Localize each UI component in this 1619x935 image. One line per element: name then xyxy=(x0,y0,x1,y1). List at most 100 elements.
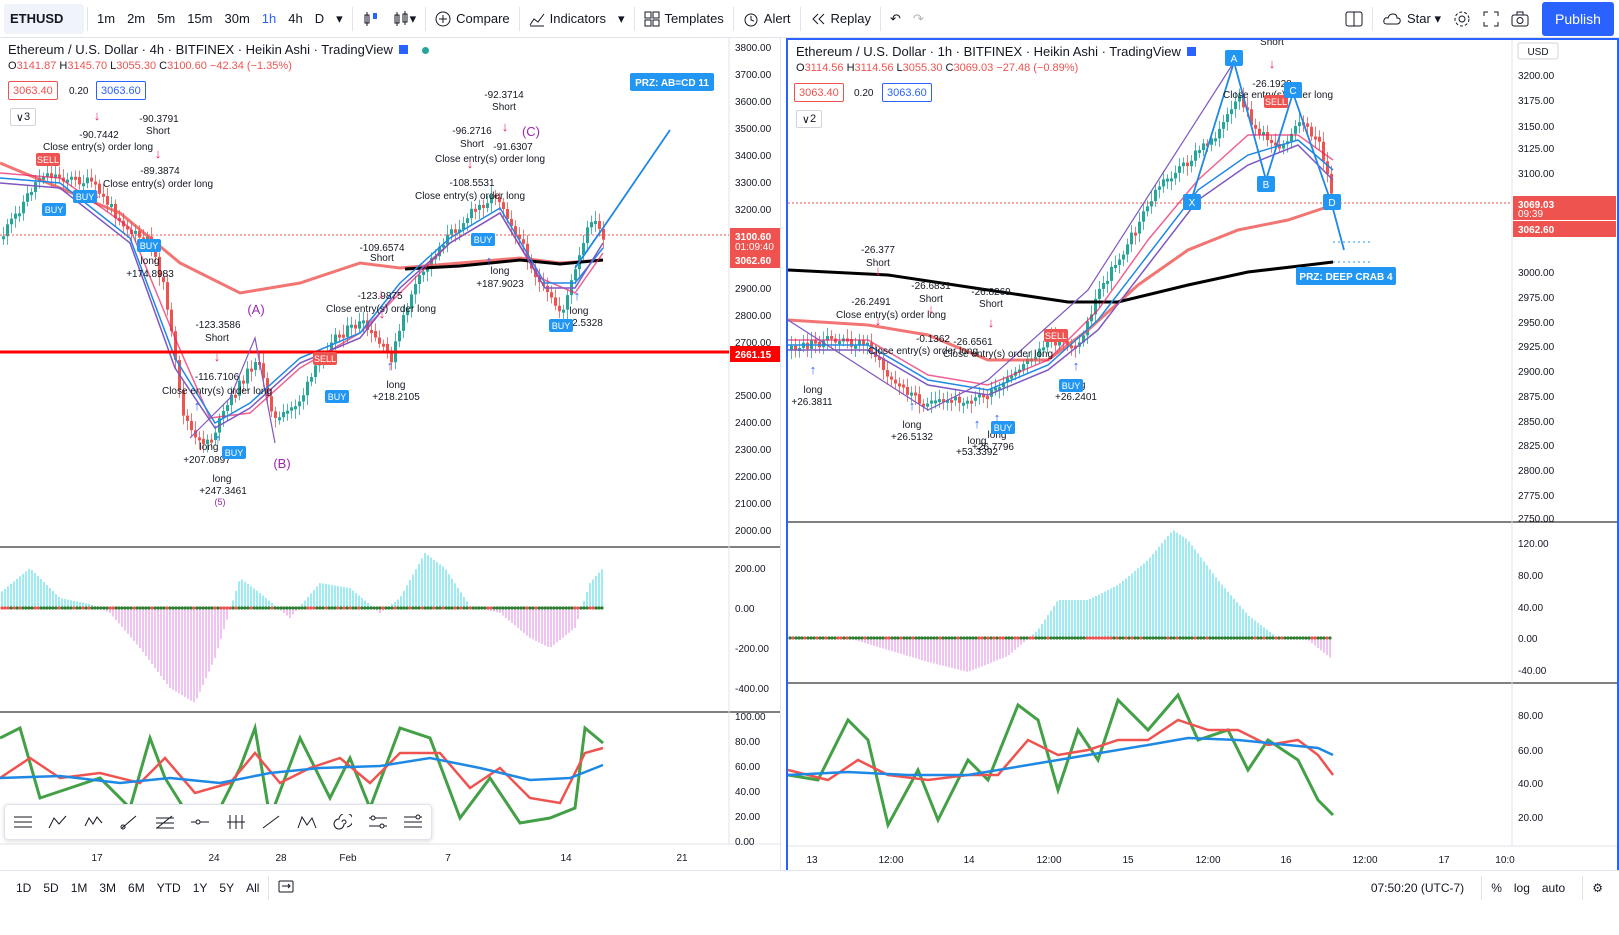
fib-spiral-icon[interactable] xyxy=(329,811,355,833)
sell-price-button[interactable]: 3063.40 xyxy=(8,81,58,100)
percent-scale-toggle[interactable]: % xyxy=(1491,880,1502,895)
zero-dot xyxy=(339,606,343,610)
sell-price-button[interactable]: 3063.40 xyxy=(794,83,844,102)
candle-body xyxy=(1134,232,1137,236)
zero-dot xyxy=(788,636,792,640)
bar-style-icon[interactable] xyxy=(356,4,386,34)
alert-button[interactable]: Alert xyxy=(737,4,797,34)
zero-dot xyxy=(1106,636,1110,640)
price-axis-label: 3500.00 xyxy=(735,124,772,135)
interval-d[interactable]: D xyxy=(314,11,325,26)
gear-icon[interactable] xyxy=(1447,4,1477,34)
publish-button[interactable]: Publish xyxy=(1542,2,1614,36)
candle-body xyxy=(974,397,977,401)
zero-dot xyxy=(806,636,810,640)
camera-icon[interactable] xyxy=(1505,4,1535,34)
interval-30m[interactable]: 30m xyxy=(224,11,250,26)
zero-dot xyxy=(465,606,469,610)
high-value: 3114.56 xyxy=(854,62,894,74)
undo-icon[interactable]: ↶ xyxy=(890,10,901,26)
templates-button[interactable]: Templates xyxy=(638,4,730,34)
interval-1m[interactable]: 1m xyxy=(97,11,116,26)
trade-annotation: Close entry(s) order long xyxy=(415,191,525,202)
candle-body xyxy=(1082,335,1085,343)
zero-dot xyxy=(60,606,64,610)
auto-scale-toggle[interactable]: auto xyxy=(1541,880,1566,895)
star-button[interactable]: Star ▾ xyxy=(1376,4,1447,34)
replay-button[interactable]: Replay xyxy=(804,4,877,34)
abcd-pattern-icon[interactable] xyxy=(45,811,71,833)
candle-body xyxy=(1146,206,1149,212)
gear-icon[interactable]: ⚙ xyxy=(1592,880,1603,895)
buy-price-button[interactable]: 3063.60 xyxy=(96,81,146,100)
indicator-count-toggle[interactable]: ∨ 3 xyxy=(10,108,36,126)
range-5d[interactable]: 5D xyxy=(43,880,59,895)
candle-body xyxy=(42,176,45,180)
trend-line-icon[interactable] xyxy=(258,811,284,833)
interval-5m[interactable]: 5m xyxy=(157,11,176,26)
chart-canvas-right[interactable]: 3200.00 3175.00 3150.00 3125.00 3100.00 3069.… xyxy=(788,40,1617,870)
vertical-lines-icon[interactable] xyxy=(223,811,249,833)
range-1m[interactable]: 1M xyxy=(70,880,88,895)
indicator-count-toggle[interactable]: ∨ 2 xyxy=(796,110,822,128)
fib-icon[interactable] xyxy=(152,811,178,833)
chevron-down-icon[interactable]: ▾ xyxy=(336,10,343,26)
interval-2m[interactable]: 2m xyxy=(127,11,146,26)
range-1d[interactable]: 1D xyxy=(16,880,32,895)
candle-body xyxy=(1298,122,1301,127)
interval-1h[interactable]: 1h xyxy=(261,11,277,26)
chevron-down-icon[interactable]: ▾ xyxy=(618,10,625,26)
zero-dot xyxy=(857,636,861,640)
range-6m[interactable]: 6M xyxy=(128,880,145,895)
log-scale-toggle[interactable]: log xyxy=(1513,880,1530,895)
ema-black-line xyxy=(404,258,604,271)
fullscreen-icon[interactable] xyxy=(1477,4,1505,34)
zero-dot xyxy=(519,606,523,610)
chart-canvas-left[interactable]: 3800.00 3700.00 3600.00 3500.00 3400.00 3300.… xyxy=(0,38,781,870)
brush-icon[interactable] xyxy=(116,811,142,833)
zero-dot xyxy=(1190,636,1194,640)
go-to-date-icon[interactable] xyxy=(272,879,300,896)
xabcd-pattern-icon[interactable] xyxy=(294,811,320,833)
range-1y[interactable]: 1Y xyxy=(192,880,208,895)
elliott-wave-icon[interactable] xyxy=(81,811,107,833)
price-tag xyxy=(1513,196,1616,220)
zero-dot xyxy=(1064,636,1068,640)
candle-body xyxy=(470,208,473,219)
chart-pane-left[interactable]: 3800.00 3700.00 3600.00 3500.00 3400.00 3300.… xyxy=(0,38,781,870)
horizontal-ray-icon[interactable] xyxy=(187,811,213,833)
zero-dot xyxy=(989,636,993,640)
channel-icon[interactable] xyxy=(365,811,391,833)
flag-icon[interactable] xyxy=(1186,47,1196,56)
buy-price-button[interactable]: 3063.60 xyxy=(882,83,932,102)
range-3m[interactable]: 3M xyxy=(99,880,117,895)
wave-label: (A) xyxy=(247,302,264,317)
range-ytd[interactable]: YTD xyxy=(156,880,181,895)
indicators-button[interactable]: Indicators xyxy=(523,4,612,34)
time-axis-label: 13 xyxy=(806,855,818,866)
arrow-up-icon: ↑ xyxy=(810,362,817,377)
divider xyxy=(732,6,734,31)
compare-button[interactable]: Compare xyxy=(429,4,515,34)
range-5y[interactable]: 5Y xyxy=(219,880,235,895)
candle-body xyxy=(310,377,313,382)
horizontal-lines-icon[interactable] xyxy=(10,811,36,833)
redo-icon[interactable]: ↷ xyxy=(912,10,924,26)
candle-body xyxy=(1126,244,1129,255)
indicator-count: 3 xyxy=(23,111,31,123)
zero-dot xyxy=(66,606,70,610)
interval-4h[interactable]: 4h xyxy=(288,11,303,26)
flag-icon[interactable] xyxy=(398,45,408,54)
range-all[interactable]: All xyxy=(246,880,260,895)
symbol-search[interactable]: ETHUSD xyxy=(4,3,84,34)
parallel-channel-icon[interactable] xyxy=(400,811,426,833)
interval-15m[interactable]: 15m xyxy=(187,11,213,26)
status-dot-icon xyxy=(421,47,429,54)
zero-dot xyxy=(1178,636,1182,640)
zero-dot xyxy=(1328,636,1332,640)
chart-pane-right[interactable]: 3200.00 3175.00 3150.00 3125.00 3100.00 3069.… xyxy=(786,38,1619,870)
layout-icon[interactable] xyxy=(1339,4,1369,34)
timezone-clock[interactable]: 07:50:20 (UTC-7) xyxy=(1370,880,1465,895)
candles-icon[interactable]: ▾ xyxy=(386,4,423,34)
close-value: 3069.03 xyxy=(953,62,994,74)
